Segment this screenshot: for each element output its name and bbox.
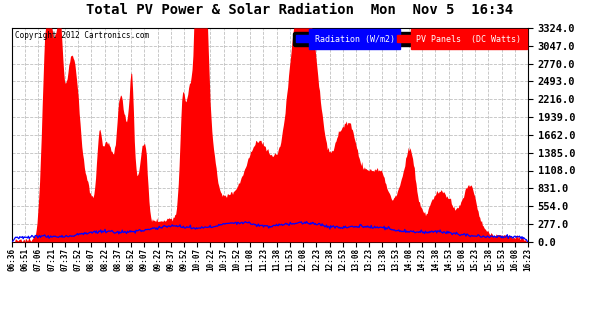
Text: Total PV Power & Solar Radiation  Mon  Nov 5  16:34: Total PV Power & Solar Radiation Mon Nov… xyxy=(86,3,514,17)
Legend: Radiation (W/m2), PV Panels  (DC Watts): Radiation (W/m2), PV Panels (DC Watts) xyxy=(293,32,524,46)
Text: Copyright 2012 Cartronics.com: Copyright 2012 Cartronics.com xyxy=(14,31,149,40)
